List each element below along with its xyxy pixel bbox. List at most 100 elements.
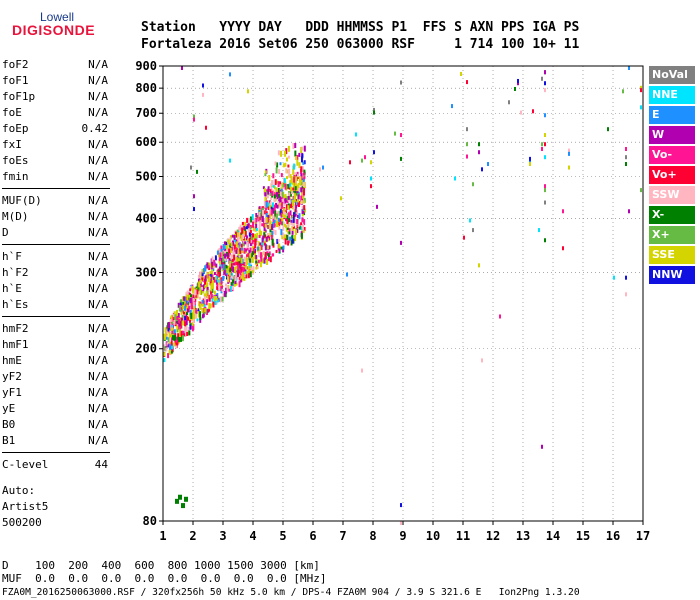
echo-mark: [169, 319, 172, 323]
echo-mark: [218, 284, 221, 291]
echo-mark: [287, 145, 290, 152]
echo-mark: [287, 164, 290, 168]
echo-mark: [291, 206, 294, 210]
legend-item-w: W: [649, 126, 695, 144]
echo-mark: [180, 318, 183, 323]
echo-mark: [210, 269, 213, 275]
x-tick-label: 14: [546, 529, 560, 543]
echo-mark: [290, 219, 293, 223]
echo-mark: [251, 240, 254, 245]
echo-point: [247, 89, 249, 94]
echo-mark: [235, 247, 238, 251]
echo-mark: [277, 238, 280, 242]
echo-mark: [198, 301, 201, 307]
echo-mark: [265, 190, 268, 196]
echo-mark: [289, 236, 292, 241]
echo-mark: [170, 350, 173, 354]
echo-mark: [169, 343, 172, 350]
echo-mark: [240, 247, 243, 251]
echo-mark: [224, 253, 227, 259]
echo-mark: [254, 228, 257, 232]
echo-mark: [256, 232, 259, 238]
echo-mark: [210, 290, 213, 295]
echo-mark: [303, 205, 306, 211]
param-label: foF2: [2, 58, 29, 71]
echo-mark: [199, 316, 202, 320]
echo-mark: [292, 221, 295, 227]
echo-mark: [303, 176, 306, 180]
echo-mark: [241, 258, 244, 264]
echo-mark: [219, 285, 222, 291]
echo-mark: [281, 198, 284, 202]
echo-mark: [219, 252, 222, 258]
echo-mark: [262, 209, 265, 216]
echo-mark: [215, 299, 218, 305]
echo-mark: [255, 254, 258, 260]
echo-mark: [199, 317, 202, 323]
param-label: MUF(D): [2, 194, 42, 207]
echo-mark: [232, 245, 235, 250]
echo-mark: [286, 184, 289, 190]
echo-mark: [171, 327, 174, 331]
echo-mark: [251, 222, 254, 227]
echo-point: [541, 76, 543, 81]
echo-point: [544, 133, 546, 138]
echo-mark: [277, 150, 280, 156]
echo-mark: [256, 265, 259, 269]
echo-mark: [264, 223, 267, 228]
echo-mark: [237, 252, 240, 257]
muf-row: MUF 0.0 0.0 0.0 0.0 0.0 0.0 0.0 0.0 [MHz…: [2, 572, 327, 585]
echo-mark: [287, 155, 290, 159]
echo-mark: [268, 251, 271, 256]
echo-mark: [239, 279, 242, 283]
echo-mark: [300, 146, 303, 153]
echo-mark: [222, 256, 225, 263]
echo-mark: [178, 320, 181, 326]
echo-mark: [252, 233, 255, 238]
echo-mark: [181, 320, 184, 326]
echo-mark: [268, 257, 271, 262]
echo-mark: [185, 325, 188, 332]
echo-mark: [214, 299, 217, 305]
echo-mark: [231, 285, 234, 290]
echo-mark: [253, 248, 256, 252]
echo-mark: [207, 265, 210, 269]
echo-mark: [273, 219, 276, 223]
echo-mark: [201, 299, 204, 305]
echo-mark: [302, 172, 305, 176]
echo-mark: [263, 210, 266, 215]
echo-mark: [248, 262, 251, 268]
echo-mark: [251, 269, 254, 273]
echo-mark: [189, 288, 192, 292]
echo-mark: [265, 194, 268, 200]
echo-mark: [267, 238, 270, 242]
echo-mark: [293, 217, 296, 224]
echo-mark: [256, 238, 259, 242]
echo-mark: [171, 346, 174, 353]
echo-point: [193, 194, 195, 199]
echo-mark: [248, 256, 251, 261]
echo-mark: [229, 247, 232, 253]
echo-mark: [235, 260, 238, 266]
echo-mark: [252, 226, 255, 231]
echo-mark: [303, 160, 306, 165]
echo-point: [469, 218, 471, 223]
echo-mark: [174, 338, 177, 344]
echo-mark: [240, 231, 243, 237]
echo-mark: [201, 303, 204, 307]
echo-mark: [233, 235, 236, 241]
echo-mark: [267, 206, 270, 211]
echo-mark: [255, 215, 258, 220]
echo-mark: [243, 226, 246, 231]
param-label: hmE: [2, 354, 22, 367]
echo-point: [193, 117, 195, 122]
echo-mark: [184, 330, 187, 337]
echo-mark: [278, 168, 281, 174]
echo-mark: [249, 253, 252, 259]
echo-mark: [168, 332, 171, 338]
param-row-d: D N/A: [2, 226, 108, 242]
echo-mark: [267, 186, 270, 191]
echo-mark: [281, 192, 284, 196]
echo-mark: [226, 252, 229, 257]
echo-mark: [279, 203, 282, 208]
